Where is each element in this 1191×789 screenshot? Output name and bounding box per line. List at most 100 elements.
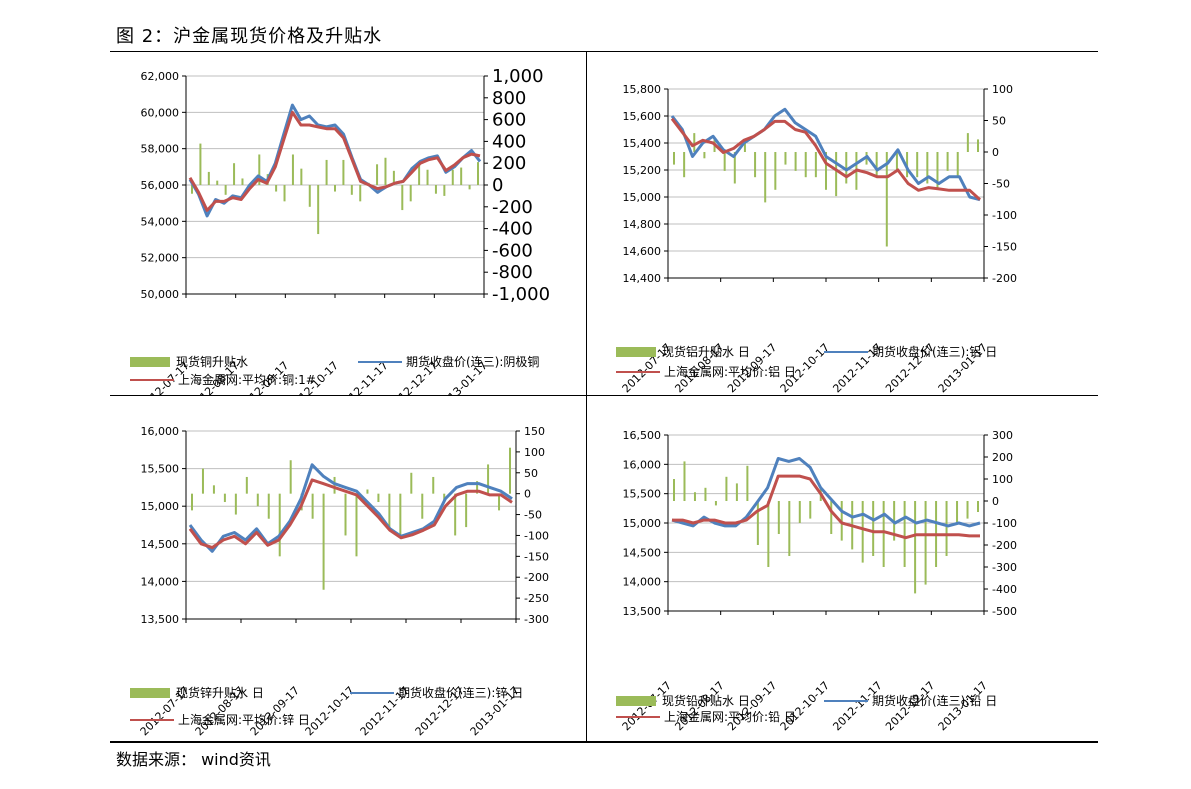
premium-bar: [704, 487, 707, 501]
premium-bar: [784, 152, 787, 165]
premium-bar: [434, 185, 437, 194]
y2-tick-label: 400: [492, 131, 526, 152]
legend-label: 现货铝升贴水 日: [662, 344, 750, 359]
legend-label: 现货锌升贴水 日: [176, 685, 264, 700]
premium-bar: [401, 185, 404, 211]
premium-bar: [835, 152, 838, 197]
y-tick-label: 14,800: [623, 218, 662, 231]
premium-bar: [278, 493, 281, 557]
premium-bar: [384, 157, 387, 185]
y-tick-label: 14,500: [141, 538, 180, 551]
x-tick-label: 2012-10-17: [303, 684, 357, 738]
premium-bar: [845, 152, 848, 184]
premium-bar: [936, 152, 939, 190]
premium-bar: [223, 493, 226, 503]
premium-bar: [241, 178, 244, 185]
y2-tick-label: -500: [992, 605, 1017, 618]
premium-bar: [509, 447, 511, 494]
source-note: 数据来源： wind资讯: [116, 750, 271, 769]
premium-bar: [809, 501, 812, 519]
premium-bar: [895, 152, 898, 171]
zinc-chart: 13,500 14,000 14,500 15,000 15,500 16,000 -300…: [130, 425, 549, 738]
premium-bar: [443, 185, 446, 196]
y-tick-label: 14,000: [623, 576, 662, 589]
premium-bar: [216, 180, 219, 185]
premium-bar: [476, 481, 479, 494]
legend-label: 期货收盘价(连三):锌 日: [398, 685, 523, 700]
spot-price-line: [188, 478, 513, 550]
bottom-rule: [110, 741, 1098, 743]
premium-bar: [945, 501, 948, 556]
y-tick-label: 14,600: [623, 245, 662, 258]
premium-bar: [317, 185, 320, 235]
premium-bar: [325, 159, 328, 185]
premium-bar: [465, 493, 468, 528]
premium-bar: [872, 501, 875, 556]
y-tick-label: 13,500: [141, 613, 180, 626]
premium-bar: [392, 170, 395, 185]
premium-bar: [683, 152, 686, 178]
premium-bar: [418, 161, 421, 185]
y-tick-label: 56,000: [141, 179, 180, 192]
y-tick-label: 15,000: [141, 500, 180, 513]
legend-label: 现货铅升贴水 日: [662, 693, 750, 708]
premium-bar: [487, 464, 490, 494]
y2-tick-label: -800: [492, 262, 533, 283]
futures-price-line: [670, 107, 981, 202]
y-tick-label: 16,000: [623, 458, 662, 471]
lead-chart: 13,500 14,000 14,500 15,000 15,500 16,000 16,5…: [616, 429, 1017, 733]
copper-chart: 50,000 52,000 54,000 56,000 58,000 60,000 62,0…: [130, 66, 550, 395]
spot-price-line: [188, 110, 481, 212]
premium-bar: [956, 501, 959, 523]
y2-tick-label: 1,000: [492, 66, 544, 87]
y2-tick-label: -300: [524, 613, 549, 626]
premium-bar: [245, 476, 248, 494]
premium-bar: [322, 493, 325, 590]
aluminum-chart-panel: 14,400 14,600 14,800 15,000 15,200 15,400 15,6…: [588, 52, 1096, 395]
y2-tick-label: -250: [524, 592, 549, 605]
premium-bar: [498, 493, 501, 511]
vertical-divider: [586, 51, 587, 742]
y2-tick-label: 0: [992, 495, 999, 508]
premium-bar: [767, 501, 770, 567]
y-tick-label: 15,000: [623, 191, 662, 204]
premium-bar: [903, 501, 906, 567]
premium-bar: [683, 461, 686, 501]
premium-bar: [746, 465, 749, 501]
legend-bar-swatch: [616, 696, 656, 706]
x-tick-label: 2012-10-17: [778, 679, 832, 733]
legend-bar-swatch: [130, 688, 170, 698]
premium-bar: [291, 154, 294, 185]
premium-bar: [804, 152, 807, 178]
premium-bar: [366, 489, 369, 494]
premium-bar: [956, 152, 959, 178]
premium-bar: [916, 152, 919, 178]
premium-bar: [267, 493, 270, 519]
y-tick-label: 14,500: [623, 546, 662, 559]
y-tick-label: 16,500: [623, 429, 662, 442]
y-tick-label: 50,000: [141, 288, 180, 301]
premium-bar: [723, 152, 726, 171]
premium-bar: [300, 168, 303, 185]
premium-bar: [875, 152, 878, 178]
legend-label: 现货铜升贴水: [176, 354, 248, 369]
y-tick-label: 15,500: [141, 463, 180, 476]
y-tick-label: 15,400: [623, 137, 662, 150]
premium-bar: [794, 152, 797, 171]
premium-bar: [451, 169, 454, 185]
premium-bar: [275, 185, 278, 192]
premium-bar: [966, 133, 969, 152]
premium-bar: [191, 493, 193, 511]
x-tick-label: 2012-11-17: [336, 359, 390, 395]
premium-bar: [256, 493, 259, 507]
top-rule: [110, 51, 1098, 52]
premium-bar: [743, 139, 746, 152]
y2-tick-label: -400: [992, 583, 1017, 596]
premium-bar: [830, 501, 833, 534]
page-title: 图 2：沪金属现货价格及升贴水: [116, 26, 383, 47]
premium-bar: [233, 163, 236, 185]
copper-chart-panel: 50,000 52,000 54,000 56,000 58,000 60,000 62,0…: [110, 52, 586, 395]
premium-bar: [201, 468, 204, 494]
y2-tick-label: 200: [492, 153, 526, 174]
y-tick-label: 60,000: [141, 106, 180, 119]
